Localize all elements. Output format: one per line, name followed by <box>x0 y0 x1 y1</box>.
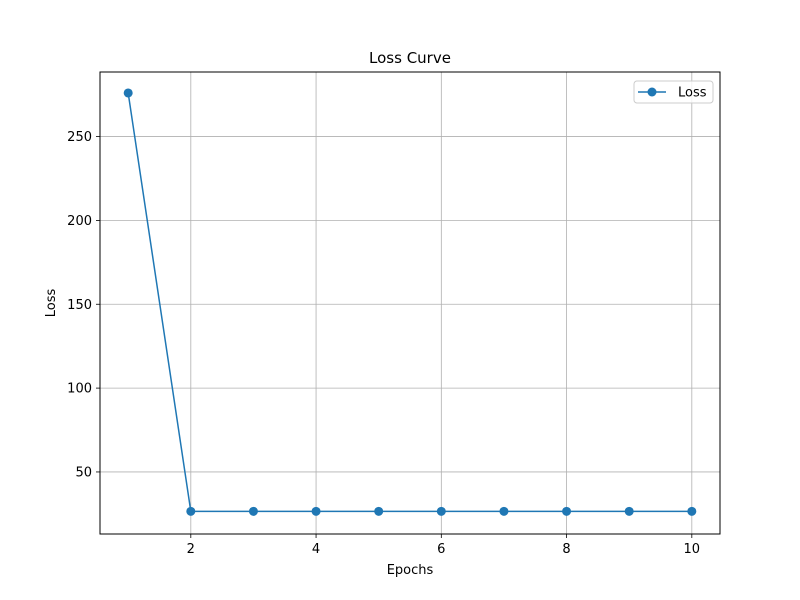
data-point <box>123 88 133 98</box>
data-point <box>624 506 634 516</box>
data-point <box>311 506 321 516</box>
data-point <box>374 506 384 516</box>
legend-label-loss: Loss <box>678 86 707 101</box>
y-tick-label: 100 <box>67 382 92 397</box>
y-tick-label: 250 <box>67 130 92 145</box>
legend-marker <box>647 87 657 97</box>
legend: Loss <box>633 80 714 104</box>
grid <box>100 72 720 534</box>
data-point <box>186 506 196 516</box>
y-tick-label: 200 <box>67 214 92 229</box>
x-tick-label: 10 <box>684 542 701 557</box>
data-point <box>562 506 572 516</box>
data-point <box>436 506 446 516</box>
axis-ticks: 2 4 6 8 10 50 100 150 200 250 <box>67 130 700 557</box>
plot-area <box>99 71 721 535</box>
x-tick-label: 6 <box>437 542 445 557</box>
series-layer <box>123 88 697 516</box>
data-point <box>687 506 697 516</box>
series-line-loss <box>127 92 692 513</box>
y-axis-label: Loss <box>44 289 59 318</box>
x-tick-label: 4 <box>312 542 320 557</box>
data-point <box>248 506 258 516</box>
data-point <box>499 506 509 516</box>
x-axis-label: Epochs <box>387 563 434 578</box>
y-tick-label: 150 <box>67 298 92 313</box>
y-tick-label: 50 <box>75 465 92 480</box>
x-tick-label: 8 <box>562 542 570 557</box>
legend-box <box>633 80 714 104</box>
chart-title: Loss Curve <box>369 49 451 67</box>
x-tick-label: 2 <box>187 542 195 557</box>
